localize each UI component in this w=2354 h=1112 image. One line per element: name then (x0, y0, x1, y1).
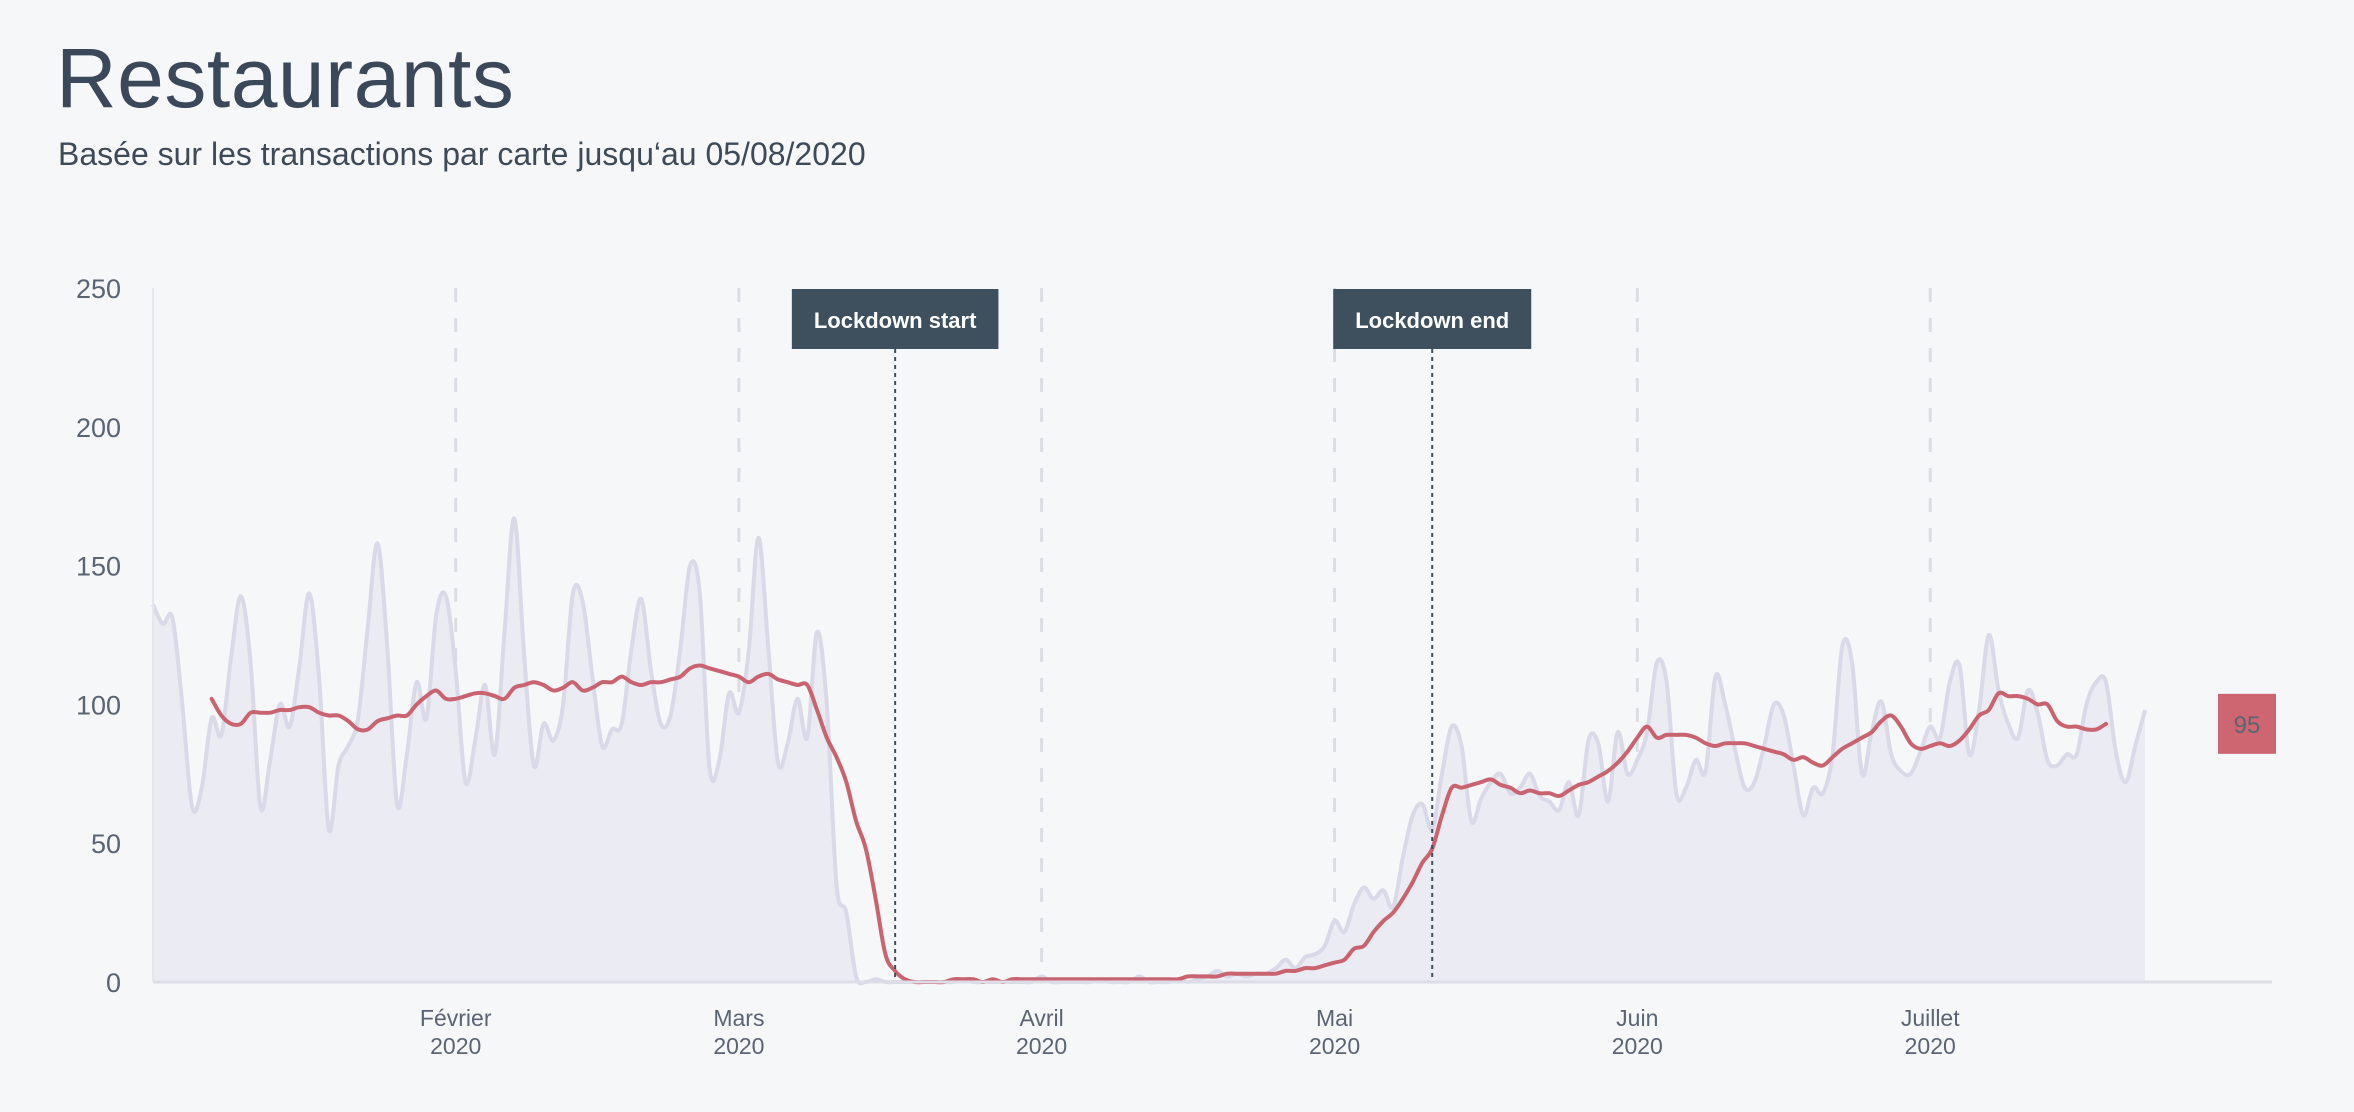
y-tick-label: 200 (76, 413, 121, 443)
annotation-box (1333, 289, 1532, 349)
raw-series-area (153, 518, 2146, 984)
x-tick-year: 2020 (430, 1033, 481, 1059)
annotation-box (791, 289, 999, 349)
annotation-label: Lockdown start (814, 308, 977, 333)
end-value-label: 95 (2234, 712, 2261, 739)
y-tick-label: 50 (91, 829, 121, 859)
x-tick-year: 2020 (1016, 1033, 1067, 1059)
end-value-badge (2218, 693, 2276, 754)
x-tick-label: Avril (1019, 1005, 1063, 1031)
x-tick-label: Mars (713, 1005, 764, 1031)
x-tick-label: Février (420, 1005, 492, 1031)
y-tick-label: 250 (76, 274, 121, 304)
y-tick-label: 150 (76, 552, 121, 582)
y-tick-label: 100 (76, 690, 121, 720)
annotation-label: Lockdown end (1355, 308, 1509, 333)
x-tick-year: 2020 (1309, 1033, 1360, 1059)
chart-axes: 050100150200250Février2020Mars2020Avril2… (76, 274, 2272, 1059)
page-title: Restaurants (56, 31, 515, 125)
x-tick-label: Juin (1616, 1005, 1658, 1031)
x-tick-label: Mai (1316, 1005, 1353, 1031)
x-tick-year: 2020 (1612, 1033, 1663, 1059)
x-tick-year: 2020 (1905, 1033, 1956, 1059)
x-tick-label: Juillet (1901, 1005, 1960, 1031)
average-series-line (209, 663, 2108, 985)
chart-series: 95 (151, 516, 2276, 986)
y-tick-label: 0 (106, 968, 121, 998)
x-tick-year: 2020 (713, 1033, 764, 1059)
chart-annotations: Lockdown start Lockdown end (791, 289, 1532, 982)
page-subtitle: Basée sur les transactions par carte jus… (58, 136, 866, 172)
